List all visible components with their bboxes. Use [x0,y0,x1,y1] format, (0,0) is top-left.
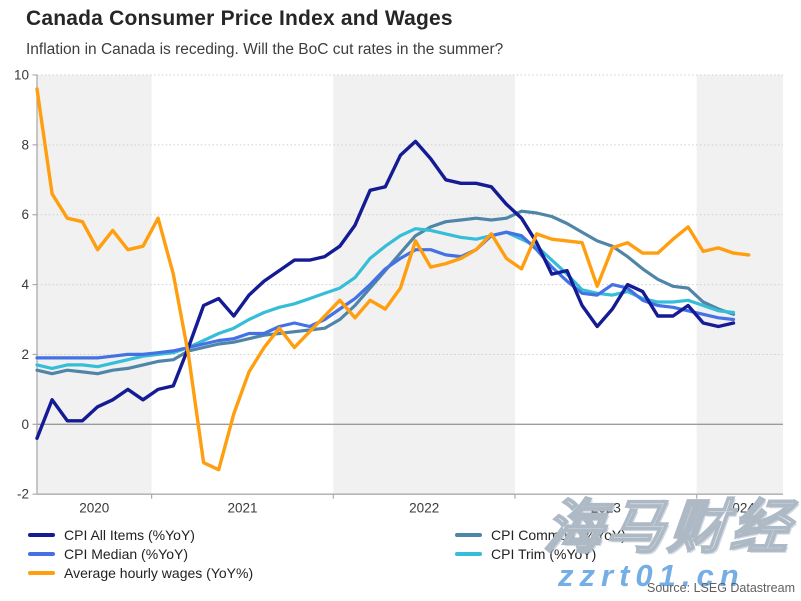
legend-label-cpi-common: CPI Common (%YoY) [491,527,626,543]
legend-item-cpi-all-items: CPI All Items (%YoY) [28,527,195,543]
x-axis-label-2022: 2022 [409,501,439,516]
x-axis-label-2024: 2024 [725,501,756,516]
source-credit: Source: LSEG Datastream [647,581,795,595]
y-axis-label--2: -2 [17,487,29,502]
legend-swatch-cpi-trim [455,551,482,557]
x-axis-label-2023: 2023 [591,501,621,516]
chart-subtitle: Inflation in Canada is receding. Will th… [26,41,504,58]
series-line-cpi-trim-yoy [35,227,736,370]
year-shading-band [37,75,152,495]
x-axis-label-2021: 2021 [227,501,257,516]
chart-title: Canada Consumer Price Index and Wages [26,7,453,30]
y-axis-label-0: 0 [21,417,29,432]
legend-item-average-hourly-wages: Average hourly wages (YoY%) [28,565,253,581]
watermark-url: zzrt01.cn [558,558,745,593]
legend-label-cpi-all-items: CPI All Items (%YoY) [64,527,195,543]
legend-swatch-average-hourly-wages [28,570,55,576]
x-axis-label-2020: 2020 [79,501,109,516]
series-line-average-hourly-wages-yoy [35,87,751,472]
legend-item-cpi-trim: CPI Trim (%YoY) [455,546,596,562]
y-axis-label-2: 2 [21,347,29,362]
legend-item-cpi-median: CPI Median (%YoY) [28,546,188,562]
y-axis-label-8: 8 [21,137,29,152]
series-line-cpi-median-yoy [35,230,736,360]
y-axis-label-10: 10 [14,68,29,83]
legend-label-cpi-median: CPI Median (%YoY) [64,546,188,562]
legend-swatch-cpi-common [455,532,482,538]
legend-label-average-hourly-wages: Average hourly wages (YoY%) [64,565,254,581]
watermark-cjk: 海马财经 [541,494,798,561]
legend-swatch-cpi-median [28,551,55,557]
series-line-cpi-all-items-yoy [35,139,736,440]
legend-label-cpi-trim: CPI Trim (%YoY) [491,546,597,562]
y-axis-label-6: 6 [21,207,29,222]
legend-swatch-cpi-all-items [28,532,55,538]
y-axis-label-4: 4 [21,277,29,292]
legend-item-cpi-common: CPI Common (%YoY) [455,527,626,543]
